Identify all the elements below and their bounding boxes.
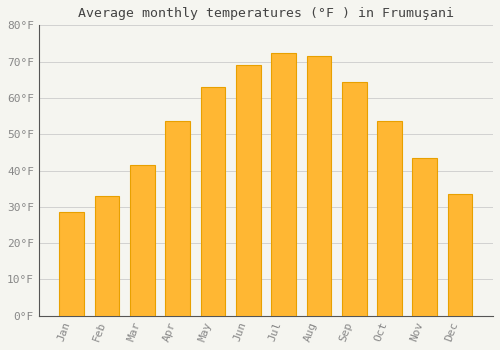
Bar	[60, 212, 84, 316]
Title: Average monthly temperatures (°F ) in Frumuşani: Average monthly temperatures (°F ) in Fr…	[78, 7, 454, 20]
Bar	[412, 158, 437, 316]
Bar	[271, 52, 296, 316]
Bar	[94, 196, 120, 316]
Bar	[200, 87, 226, 316]
Bar	[166, 121, 190, 316]
Bar	[448, 194, 472, 316]
Bar	[342, 82, 366, 316]
Bar	[236, 65, 260, 316]
Bar	[306, 56, 331, 316]
Bar	[377, 121, 402, 316]
Bar	[130, 165, 155, 316]
